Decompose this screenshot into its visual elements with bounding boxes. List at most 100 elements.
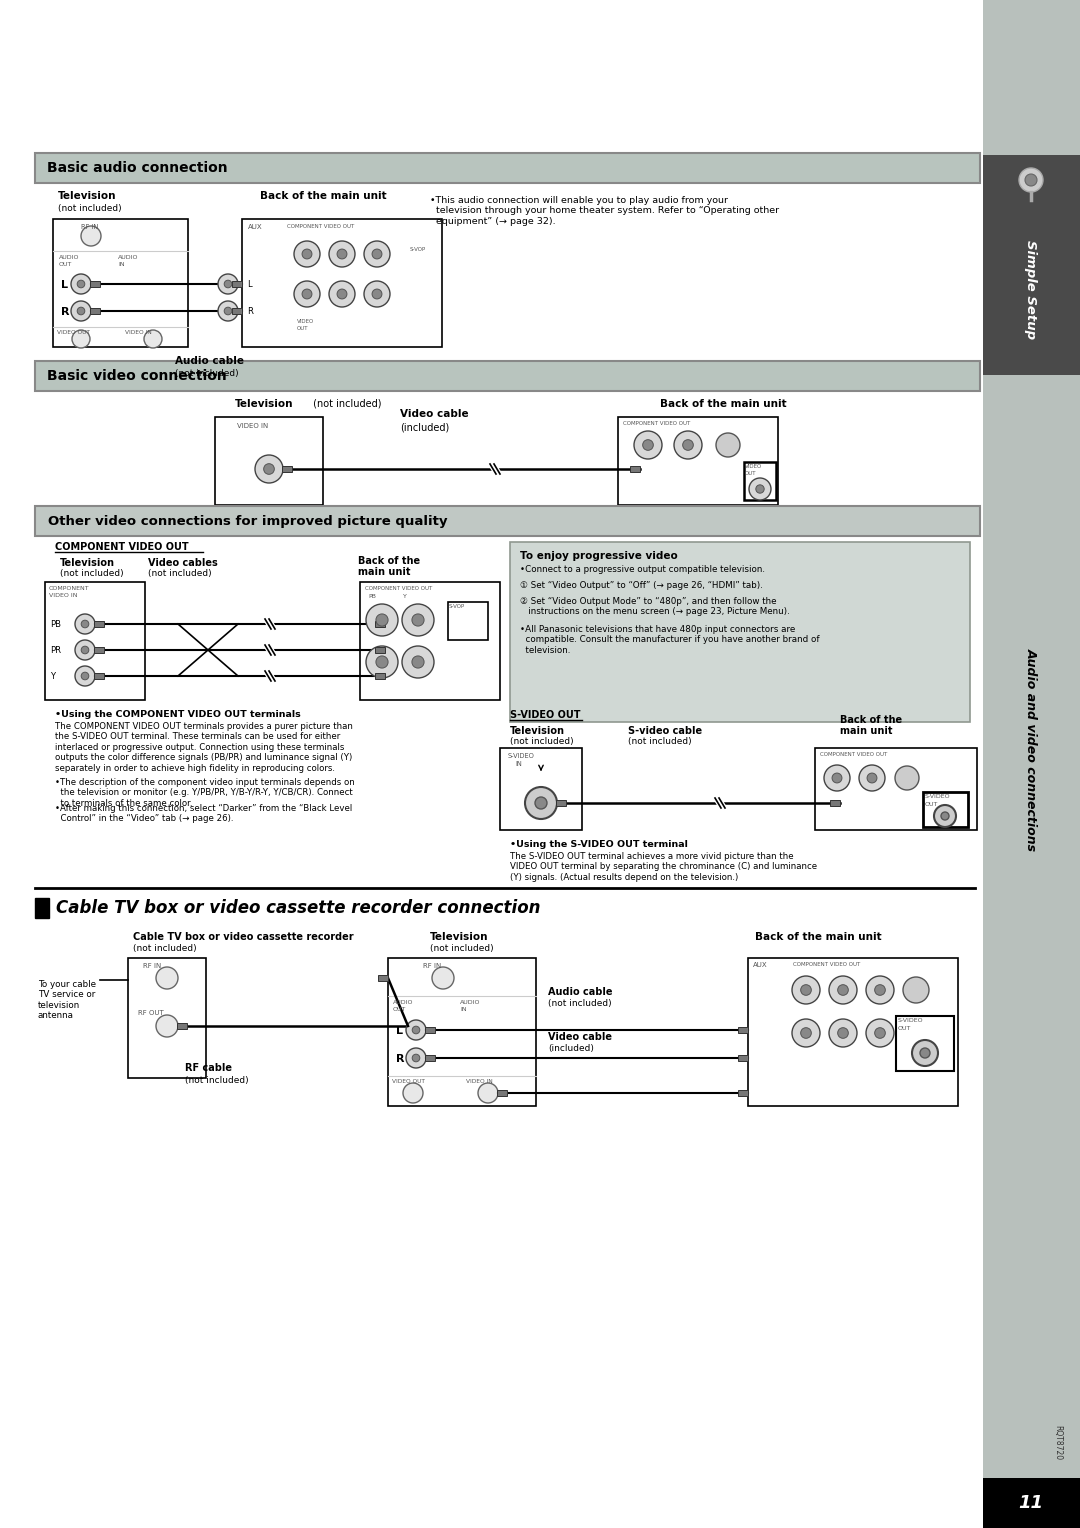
Circle shape [337, 289, 347, 299]
Circle shape [366, 604, 399, 636]
Circle shape [81, 620, 89, 628]
Bar [129, 958, 206, 1077]
Bar [378, 975, 388, 981]
Circle shape [525, 787, 557, 819]
Bar [242, 219, 442, 347]
Circle shape [411, 614, 424, 626]
Bar [232, 309, 242, 313]
Text: RF IN: RF IN [81, 225, 98, 231]
Text: PR: PR [50, 646, 60, 656]
Circle shape [829, 1019, 858, 1047]
Circle shape [750, 478, 771, 500]
Text: L: L [396, 1025, 403, 1036]
Circle shape [329, 281, 355, 307]
Text: main unit: main unit [357, 567, 410, 578]
Bar [738, 1027, 748, 1033]
Circle shape [829, 976, 858, 1004]
Text: The COMPONENT VIDEO OUT terminals provides a purer picture than
the S-VIDEO OUT : The COMPONENT VIDEO OUT terminals provid… [55, 723, 353, 773]
Bar [923, 792, 968, 827]
Bar [983, 0, 1080, 154]
Text: Back of the: Back of the [357, 556, 420, 565]
Circle shape [535, 798, 546, 808]
Circle shape [413, 1027, 420, 1034]
Circle shape [329, 241, 355, 267]
Text: AUDIO: AUDIO [393, 999, 414, 1005]
Bar [35, 153, 980, 183]
Circle shape [364, 281, 390, 307]
Text: COMPONENT VIDEO OUT: COMPONENT VIDEO OUT [793, 963, 861, 967]
Text: AUX: AUX [753, 963, 768, 969]
Circle shape [800, 984, 811, 995]
Circle shape [934, 805, 956, 827]
Circle shape [156, 967, 178, 989]
Circle shape [75, 640, 95, 660]
Text: VIDEO IN: VIDEO IN [49, 593, 78, 597]
Circle shape [756, 484, 765, 494]
Text: Back of the: Back of the [840, 715, 902, 724]
Circle shape [294, 281, 320, 307]
Text: VIDEO IN: VIDEO IN [237, 423, 268, 429]
Circle shape [643, 440, 653, 451]
Bar [815, 749, 977, 830]
Text: ① Set “Video Output” to “Off” (→ page 26, “HDMI” tab).: ① Set “Video Output” to “Off” (→ page 26… [519, 581, 762, 590]
Circle shape [81, 226, 102, 246]
Text: VIDEO OUT: VIDEO OUT [392, 1079, 424, 1083]
Bar [35, 506, 980, 536]
Bar [983, 1478, 1080, 1528]
Text: (not included): (not included) [60, 568, 123, 578]
Bar [426, 1054, 435, 1060]
Text: 11: 11 [1018, 1494, 1043, 1513]
Circle shape [372, 249, 382, 258]
Circle shape [77, 307, 85, 315]
Text: Basic audio connection: Basic audio connection [48, 160, 228, 176]
Text: RF OUT: RF OUT [138, 1010, 164, 1016]
Circle shape [218, 274, 238, 293]
Text: The S-VIDEO OUT terminal achieves a more vivid picture than the
VIDEO OUT termin: The S-VIDEO OUT terminal achieves a more… [510, 853, 818, 882]
Circle shape [867, 773, 877, 782]
Text: COMPONENT VIDEO OUT: COMPONENT VIDEO OUT [287, 225, 354, 229]
Circle shape [225, 280, 232, 287]
Circle shape [218, 301, 238, 321]
Text: Video cable: Video cable [548, 1031, 612, 1042]
Bar [232, 281, 242, 287]
Circle shape [376, 614, 388, 626]
Bar [45, 582, 145, 700]
Circle shape [832, 773, 842, 782]
Circle shape [432, 967, 454, 989]
Text: (not included): (not included) [310, 399, 381, 410]
Text: S-VIDEO: S-VIDEO [897, 1018, 923, 1024]
Circle shape [75, 666, 95, 686]
Text: S-VOP: S-VOP [449, 604, 465, 610]
Text: •Using the S-VIDEO OUT terminal: •Using the S-VIDEO OUT terminal [510, 840, 688, 850]
Bar [744, 461, 777, 500]
Text: S-video cable: S-video cable [627, 726, 702, 736]
Circle shape [406, 1021, 426, 1041]
Text: •The description of the component video input terminals depends on
  the televis: •The description of the component video … [55, 778, 354, 808]
Circle shape [156, 1015, 178, 1038]
Circle shape [75, 614, 95, 634]
Text: COMPONENT: COMPONENT [49, 587, 90, 591]
Text: Television: Television [430, 932, 488, 941]
Text: To enjoy progressive video: To enjoy progressive video [519, 552, 678, 561]
Text: OUT: OUT [59, 261, 72, 267]
Circle shape [941, 811, 949, 821]
Circle shape [920, 1048, 930, 1057]
Text: (not included): (not included) [58, 205, 122, 212]
Text: Back of the main unit: Back of the main unit [260, 191, 387, 202]
Circle shape [875, 984, 886, 995]
Text: OUT: OUT [897, 1025, 912, 1031]
Text: To your cable
TV service or
television
antenna: To your cable TV service or television a… [38, 979, 96, 1021]
Circle shape [912, 1041, 939, 1067]
Text: COMPONENT VIDEO OUT: COMPONENT VIDEO OUT [55, 542, 189, 552]
Text: (not included): (not included) [510, 736, 573, 746]
Text: PB: PB [50, 620, 60, 630]
Text: RF IN: RF IN [423, 963, 442, 969]
Circle shape [255, 455, 283, 483]
Bar [35, 898, 49, 918]
Bar [738, 1089, 748, 1096]
Text: VIDEO: VIDEO [745, 465, 762, 469]
Text: R: R [396, 1054, 405, 1063]
Text: Television: Television [235, 399, 294, 410]
Circle shape [366, 646, 399, 678]
Bar [282, 466, 292, 472]
